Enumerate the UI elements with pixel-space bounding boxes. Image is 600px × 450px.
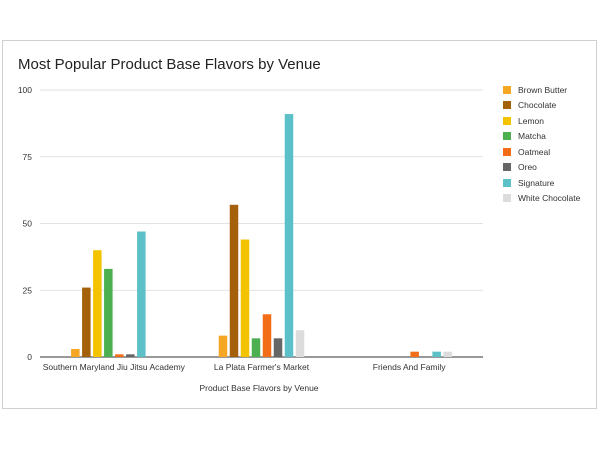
bar-lemon xyxy=(93,250,102,357)
legend-swatch xyxy=(503,178,511,187)
bar-signature xyxy=(284,114,294,357)
legend-label: Lemon xyxy=(518,115,544,126)
legend-label: White Chocolate xyxy=(518,193,581,204)
bar-signature xyxy=(137,231,146,357)
bar-lemon xyxy=(240,239,250,357)
bar-chocolate xyxy=(229,204,239,357)
legend-label: Oreo xyxy=(518,162,537,173)
x-tick-label: Friends And Family xyxy=(373,362,446,372)
bar-signature xyxy=(432,351,441,357)
legend-item: Chocolate xyxy=(503,98,580,114)
bar-matcha xyxy=(251,338,261,357)
legend-label: Brown Butter xyxy=(518,84,568,95)
bar-oreo xyxy=(273,338,283,357)
bar-brown-butter xyxy=(71,348,80,357)
legend-swatch xyxy=(503,194,511,203)
legend-swatch xyxy=(503,132,511,141)
legend-item: Matcha xyxy=(503,129,580,145)
legend-swatch xyxy=(503,85,511,94)
legend-swatch xyxy=(503,101,511,110)
bar-matcha xyxy=(104,268,113,357)
legend-label: Matcha xyxy=(518,131,546,142)
bar-oatmeal xyxy=(115,354,124,357)
legend-label: Chocolate xyxy=(518,100,557,111)
legend-item: Oatmeal xyxy=(503,144,580,160)
y-tick-label: 25 xyxy=(23,285,33,295)
legend-swatch xyxy=(503,163,511,172)
x-tick-label: Southern Maryland Jiu Jitsu Academy xyxy=(43,362,186,372)
legend-item: White Chocolate xyxy=(503,191,580,207)
legend-label: Oatmeal xyxy=(518,146,551,157)
chart-title: Most Popular Product Base Flavors by Ven… xyxy=(18,56,321,73)
x-axis-label: Product Base Flavors by Venue xyxy=(199,383,318,393)
y-tick-label: 0 xyxy=(27,352,32,362)
legend-item: Brown Butter xyxy=(503,82,580,98)
bar-oreo xyxy=(126,354,135,357)
legend-item: Oreo xyxy=(503,160,580,176)
bar-oatmeal xyxy=(262,314,272,357)
bar-brown-butter xyxy=(218,335,228,357)
legend-swatch xyxy=(503,147,511,156)
bar-chocolate xyxy=(82,287,91,357)
y-tick-label: 100 xyxy=(18,85,32,95)
legend-item: Signature xyxy=(503,175,580,191)
bar-white-chocolate xyxy=(295,330,305,357)
x-tick-label: La Plata Farmer's Market xyxy=(214,362,310,372)
chart-legend: Brown Butter Chocolate Lemon Matcha Oatmeal O… xyxy=(503,82,580,206)
y-tick-label: 75 xyxy=(23,152,33,162)
bar-white-chocolate xyxy=(443,351,452,357)
bar-oatmeal xyxy=(410,351,419,357)
legend-label: Signature xyxy=(518,177,555,188)
legend-swatch xyxy=(503,116,511,125)
legend-item: Lemon xyxy=(503,113,580,129)
y-tick-label: 50 xyxy=(23,219,33,229)
